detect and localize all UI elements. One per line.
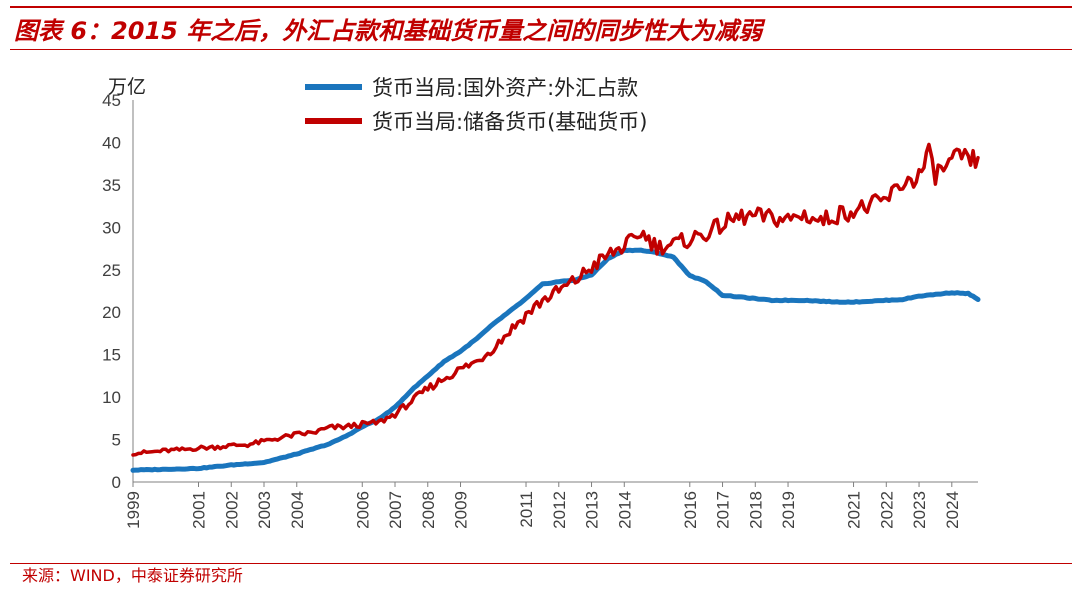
series-line-fx-reserves xyxy=(130,247,981,473)
y-tick-label: 45 xyxy=(102,91,121,110)
y-tick-label: 40 xyxy=(102,133,121,152)
y-tick-label: 15 xyxy=(102,346,121,365)
source-note: 来源：WIND，中泰证券研究所 xyxy=(22,566,243,585)
y-tick-label: 30 xyxy=(102,218,121,237)
y-tick-label: 25 xyxy=(102,261,121,280)
chart-legend: 货币当局:国外资产:外汇占款 货币当局:储备货币(基础货币) xyxy=(305,76,647,134)
legend-label-base: 货币当局:储备货币(基础货币) xyxy=(372,110,647,134)
title-rule xyxy=(10,49,1072,50)
x-tick-label: 2012 xyxy=(550,491,569,529)
x-tick-label: 2004 xyxy=(288,491,307,529)
x-tick-label: 2023 xyxy=(910,491,929,529)
x-tick-label: 2011 xyxy=(517,491,536,528)
top-rule xyxy=(10,6,1072,8)
x-tick-label: 1999 xyxy=(124,491,143,529)
legend-label-fx: 货币当局:国外资产:外汇占款 xyxy=(372,76,638,100)
x-tick-label: 2018 xyxy=(746,491,765,529)
line-chart: 0 5 10 15 20 25 30 35 40 45 1999 2001 2002 2003 2004 2… xyxy=(102,76,981,529)
x-tick-label: 2003 xyxy=(255,491,274,529)
y-tick-label: 10 xyxy=(102,388,121,407)
x-tick-label: 2017 xyxy=(714,491,733,529)
y-tick-label: 0 xyxy=(112,473,121,492)
y-axis-ticks: 0 5 10 15 20 25 30 35 40 45 xyxy=(102,91,121,492)
x-tick-label: 2008 xyxy=(419,491,438,529)
x-tick-label: 2019 xyxy=(779,491,798,529)
x-tick-label: 2021 xyxy=(845,491,864,529)
x-tick-label: 2022 xyxy=(877,491,896,529)
chart-axes xyxy=(132,100,978,483)
x-tick-label: 2014 xyxy=(615,491,634,529)
x-axis-ticks: 1999 2001 2002 2003 2004 2006 2007 2008 2009 2011… xyxy=(124,482,962,529)
bottom-rule xyxy=(10,563,1072,564)
x-tick-label: 2001 xyxy=(190,491,209,529)
x-tick-label: 2024 xyxy=(943,491,962,529)
x-tick-label: 2013 xyxy=(583,491,602,529)
y-axis-unit-label: 万亿 xyxy=(108,76,146,98)
chart-title: 图表 6：2015 年之后，外汇占款和基础货币量之间的同步性大为减弱 xyxy=(14,17,763,45)
y-tick-label: 5 xyxy=(112,431,121,450)
series-line-base-money xyxy=(131,142,980,457)
series-lines xyxy=(130,142,981,473)
x-tick-label: 2009 xyxy=(452,491,471,529)
x-tick-label: 2007 xyxy=(386,491,405,529)
x-tick-label: 2006 xyxy=(353,491,372,529)
y-tick-label: 35 xyxy=(102,176,121,195)
x-tick-label: 2002 xyxy=(222,491,241,529)
x-tick-label: 2016 xyxy=(681,491,700,529)
y-tick-label: 20 xyxy=(102,303,121,322)
